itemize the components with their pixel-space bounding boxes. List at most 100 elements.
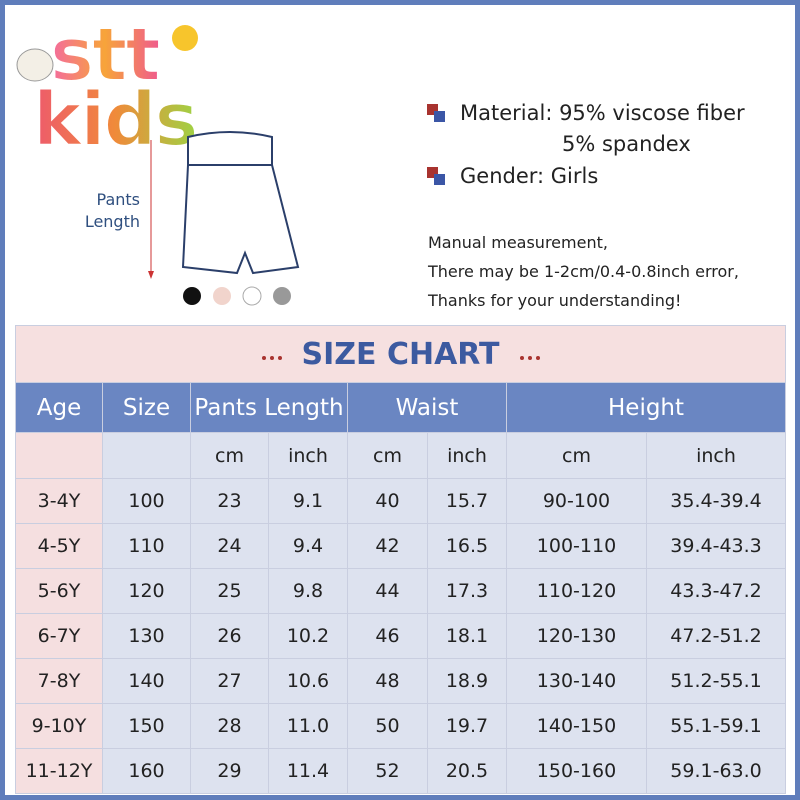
cell: 24 xyxy=(190,523,269,569)
cell: 9-10Y xyxy=(15,703,103,749)
bullet xyxy=(427,104,438,115)
cell: 10.2 xyxy=(268,613,348,659)
gender: Gender: Girls xyxy=(460,164,599,188)
note: Manual measurement, xyxy=(428,233,608,252)
cell: 44 xyxy=(347,568,428,614)
color-swatch xyxy=(242,286,262,306)
cell: 15.7 xyxy=(427,478,507,524)
cell: 40 xyxy=(347,478,428,524)
color-swatch xyxy=(213,287,231,305)
cell: 26 xyxy=(190,613,269,659)
cell: 55.1-59.1 xyxy=(645,703,787,749)
cell: 7-8Y xyxy=(15,658,103,704)
cell: 130 xyxy=(102,613,191,659)
subheader-cell: cm xyxy=(190,432,269,479)
cell: 150-160 xyxy=(506,748,647,794)
cell: 120-130 xyxy=(506,613,647,659)
cell: 9.1 xyxy=(268,478,348,524)
cell: 27 xyxy=(190,658,269,704)
cell: 48 xyxy=(347,658,428,704)
cell: 3-4Y xyxy=(15,478,103,524)
shorts-drawing xyxy=(181,131,300,275)
title-cell: SIZE CHART xyxy=(14,325,787,383)
header-cell: Size xyxy=(102,382,191,433)
cell: 52 xyxy=(347,748,428,794)
cell: 160 xyxy=(102,748,191,794)
arrow-head xyxy=(148,271,154,279)
subheader-cell: cm xyxy=(347,432,428,479)
note: Thanks for your understanding! xyxy=(428,291,682,310)
cell: 39.4-43.3 xyxy=(645,523,787,569)
cell: 5-6Y xyxy=(15,568,103,614)
cell: 51.2-55.1 xyxy=(645,658,787,704)
color-swatch xyxy=(183,287,201,305)
cell: 20.5 xyxy=(427,748,507,794)
cell: 35.4-39.4 xyxy=(645,478,787,524)
decoration xyxy=(260,343,284,365)
cell: 28 xyxy=(190,703,269,749)
cell: 130-140 xyxy=(506,658,647,704)
cell: 18.9 xyxy=(427,658,507,704)
title-row: SIZE CHART xyxy=(14,325,787,383)
cell: 47.2-51.2 xyxy=(645,613,787,659)
cell: 140-150 xyxy=(506,703,647,749)
cell: 90-100 xyxy=(506,478,647,524)
cell: 9.8 xyxy=(268,568,348,614)
cell: 110 xyxy=(102,523,191,569)
size-table: SIZE CHART Age Size Pants Length Waist Heigh… xyxy=(14,325,787,794)
diagram-label: Length xyxy=(85,212,140,231)
cell: 10.6 xyxy=(268,658,348,704)
cell: 11-12Y xyxy=(15,748,103,794)
cell: 6-7Y xyxy=(15,613,103,659)
header-cell: Height xyxy=(505,382,787,433)
diagram-label: Pants xyxy=(97,190,140,209)
cell: 100-110 xyxy=(506,523,647,569)
data-row: 11-12Y 160 29 11.4 52 20.5 150-160 59.1-63.0 xyxy=(15,748,787,794)
empty-cell xyxy=(102,432,191,479)
cell: 29 xyxy=(190,748,269,794)
subheader-cell: cm xyxy=(506,432,647,479)
sun xyxy=(172,25,198,51)
bullet xyxy=(434,111,445,122)
cell: 11.0 xyxy=(268,703,348,749)
empty-cell xyxy=(15,432,103,479)
cell: 120 xyxy=(102,568,191,614)
cell: 19.7 xyxy=(427,703,507,749)
header-cell: Waist xyxy=(347,382,507,433)
subheader-cell: inch xyxy=(645,432,787,479)
cell: 42 xyxy=(347,523,428,569)
cell: 9.4 xyxy=(268,523,348,569)
cell: 23 xyxy=(190,478,269,524)
cell: 110-120 xyxy=(506,568,647,614)
cell: 4-5Y xyxy=(15,523,103,569)
cell: 150 xyxy=(102,703,191,749)
data-row: 9-10Y 150 28 11.0 50 19.7 140-150 55.1-59.1 xyxy=(15,703,787,749)
bullet xyxy=(427,167,438,178)
header-cell: Age xyxy=(15,382,103,433)
cell: 59.1-63.0 xyxy=(645,748,787,794)
cell: 43.3-47.2 xyxy=(645,568,787,614)
cell: 11.4 xyxy=(268,748,348,794)
cell: 46 xyxy=(347,613,428,659)
data-row: 6-7Y 130 26 10.2 46 18.1 120-130 47.2-51.2 xyxy=(15,613,787,659)
cell: 16.5 xyxy=(427,523,507,569)
color-swatch xyxy=(273,287,291,305)
cell: 18.1 xyxy=(427,613,507,659)
table-title: SIZE CHART xyxy=(301,336,500,372)
header-row: Age Size Pants Length Waist Height xyxy=(15,382,787,433)
cell: 140 xyxy=(102,658,191,704)
data-row: 5-6Y 120 25 9.8 44 17.3 110-120 43.3-47.2 xyxy=(15,568,787,614)
cell: 100 xyxy=(102,478,191,524)
bullet xyxy=(434,174,445,185)
subheader-cell: inch xyxy=(268,432,348,479)
subheader-row: cm inch cm inch cm inch xyxy=(15,432,787,479)
cell: 17.3 xyxy=(427,568,507,614)
cell: 25 xyxy=(190,568,269,614)
note: There may be 1-2cm/0.4-0.8inch error, xyxy=(428,262,739,281)
sheep xyxy=(16,48,54,82)
material: Material: 95% viscose fiber xyxy=(460,101,745,125)
header-cell: Pants Length xyxy=(190,382,348,433)
data-row: 3-4Y 100 23 9.1 40 15.7 90-100 35.4-39.4 xyxy=(15,478,787,524)
subheader-cell: inch xyxy=(427,432,507,479)
